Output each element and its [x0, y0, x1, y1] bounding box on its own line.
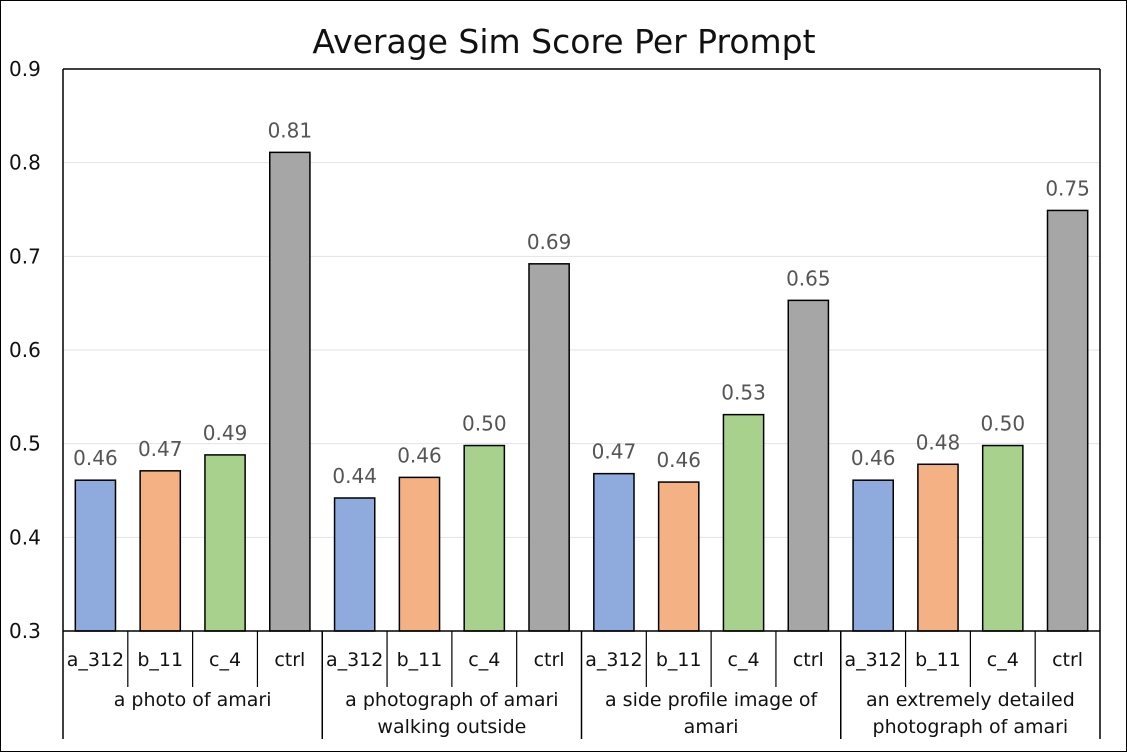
- chart-title: Average Sim Score Per Prompt: [312, 22, 815, 61]
- bar: [333, 497, 376, 632]
- y-tick-label: 0.4: [9, 525, 41, 549]
- bar: [269, 151, 311, 632]
- y-tick-label: 0.6: [9, 338, 41, 362]
- bar: [657, 481, 700, 632]
- bar: [463, 444, 506, 632]
- labels: 0.3 0.4 0.5 0.6 0.7 0.8 0.9 0.46 a_312 0.47 b_11 0.…: [9, 57, 1090, 738]
- bar: [852, 479, 894, 632]
- category-label: ctrl: [1052, 649, 1083, 671]
- data-label: 0.44: [332, 464, 377, 488]
- group-label-line: walking outside: [377, 716, 526, 738]
- group-label: an extremely detailed photograph of amari: [866, 689, 1075, 738]
- data-label: 0.46: [656, 448, 701, 472]
- y-tick-label: 0.8: [9, 151, 41, 175]
- data-label: 0.47: [138, 437, 183, 461]
- data-label: 0.49: [203, 421, 248, 445]
- bar: [204, 454, 246, 632]
- category-label: c_4: [728, 649, 760, 671]
- data-label: 0.75: [1045, 176, 1090, 200]
- group-label-line: amari: [684, 716, 739, 738]
- bar: [1046, 209, 1089, 632]
- group-label-line: a photo of amari: [114, 689, 272, 711]
- y-tick-label: 0.5: [9, 432, 41, 456]
- data-label: 0.46: [851, 446, 896, 470]
- group-label-line: a side profile image of: [605, 689, 819, 711]
- y-tick-label: 0.3: [9, 619, 41, 643]
- category-label: a_312: [585, 649, 642, 671]
- category-label: c_4: [468, 649, 500, 671]
- y-tick-label: 0.9: [9, 57, 41, 81]
- group-label-line: an extremely detailed: [866, 689, 1075, 711]
- bar: [981, 444, 1024, 632]
- data-label: 0.69: [527, 230, 572, 254]
- category-label: ctrl: [793, 649, 824, 671]
- data-label: 0.81: [268, 118, 313, 142]
- data-label: 0.50: [462, 412, 507, 436]
- bar: [593, 472, 635, 632]
- category-label: ctrl: [534, 649, 565, 671]
- group-label: a photo of amari: [114, 689, 272, 711]
- bar: [398, 476, 441, 632]
- y-tick-label: 0.7: [9, 244, 41, 268]
- category-label: b_11: [656, 649, 702, 671]
- group-label-line: photograph of amari: [873, 716, 1069, 738]
- category-label: a_312: [326, 649, 383, 671]
- group-label: a side profile image of amari: [605, 689, 819, 738]
- data-label: 0.46: [73, 446, 118, 470]
- bar: [139, 470, 182, 632]
- category-label: a_312: [67, 649, 124, 671]
- data-label: 0.46: [397, 443, 442, 467]
- data-label: 0.48: [916, 430, 961, 454]
- data-label: 0.47: [592, 440, 637, 464]
- bar: [787, 299, 830, 632]
- category-label: b_11: [915, 649, 961, 671]
- bar: [74, 479, 117, 632]
- bar: [722, 413, 765, 632]
- group-label-line: a photograph of amari: [345, 689, 558, 711]
- category-label: c_4: [987, 649, 1019, 671]
- category-label: c_4: [209, 649, 241, 671]
- bar: [528, 263, 570, 632]
- category-label: b_11: [137, 649, 183, 671]
- category-label: b_11: [397, 649, 443, 671]
- bar: [917, 463, 959, 632]
- data-label: 0.65: [786, 266, 831, 290]
- data-label: 0.50: [981, 412, 1026, 436]
- group-label: a photograph of amari walking outside: [345, 689, 558, 738]
- category-label: ctrl: [274, 649, 305, 671]
- data-label: 0.53: [721, 381, 766, 405]
- bars: [74, 151, 1089, 632]
- axes: [62, 68, 1101, 739]
- category-label: a_312: [844, 649, 901, 671]
